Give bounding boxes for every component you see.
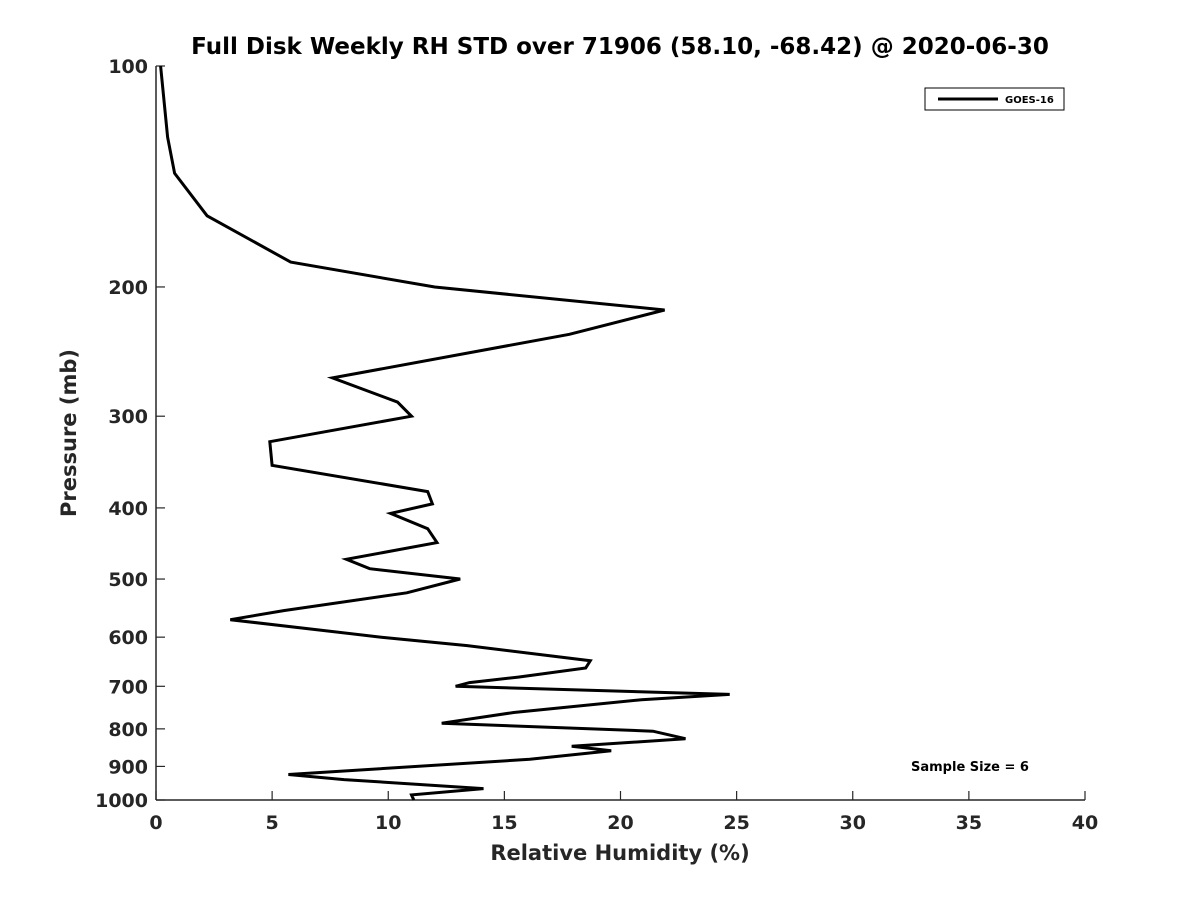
legend: GOES-16 (924, 87, 1065, 111)
y-axis: 100 200 300 400 500 600 700 800 900 1000 (95, 56, 165, 812)
chart-title: Full Disk Weekly RH STD over 71906 (58.1… (191, 34, 1049, 60)
x-tick-label: 20 (607, 812, 633, 834)
y-tick-label: 900 (108, 756, 148, 778)
y-tick-label: 500 (108, 569, 148, 591)
y-tick-label: 100 (108, 56, 148, 78)
x-tick-label: 35 (956, 812, 982, 834)
y-tick-label: 600 (108, 627, 148, 649)
x-tick-label: 30 (840, 812, 866, 834)
y-axis-label: Pressure (mb) (57, 349, 81, 517)
y-tick-label: 200 (108, 277, 148, 299)
y-tick-label: 800 (108, 719, 148, 741)
y-tick-label: 300 (108, 406, 148, 428)
y-tick-label: 400 (108, 498, 148, 520)
x-tick-label: 5 (266, 812, 279, 834)
x-tick-label: 0 (149, 812, 162, 834)
legend-label: GOES-16 (1005, 95, 1054, 106)
x-tick-label: 25 (723, 812, 749, 834)
y-tick-label: 1000 (95, 790, 148, 812)
x-tick-label: 15 (491, 812, 517, 834)
y-tick-label: 700 (108, 676, 148, 698)
x-tick-label: 40 (1072, 812, 1098, 834)
x-axis-label: Relative Humidity (%) (490, 841, 749, 865)
x-tick-label: 10 (375, 812, 401, 834)
sample-size-annotation: Sample Size = 6 (911, 760, 1029, 775)
series-line-goes-16 (159, 65, 730, 801)
x-axis: 0 5 10 15 20 25 30 35 40 (149, 791, 1098, 834)
